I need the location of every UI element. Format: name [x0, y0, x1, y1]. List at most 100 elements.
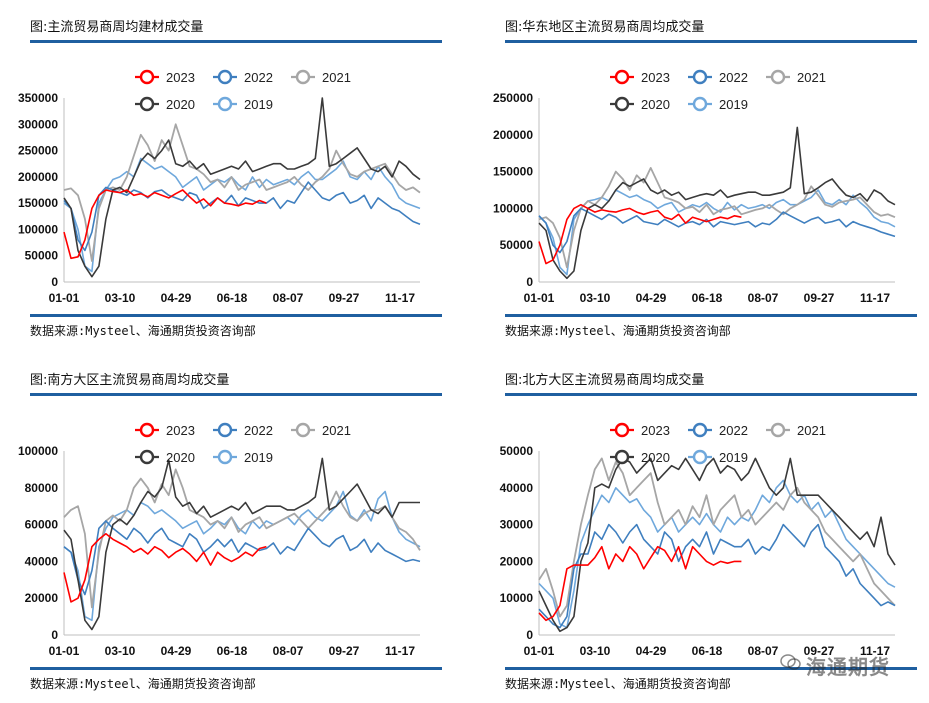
y-tick-label: 0 [51, 628, 58, 642]
series-line-2023 [538, 545, 742, 622]
x-tick-label: 08-07 [748, 291, 779, 305]
chart-panel-4: 图:北方大区主流贸易商周均成交量 0 10000 20000 30000 40000 50… [500, 353, 929, 703]
y-tick-label: 150000 [18, 196, 58, 210]
legend-label: 2023 [641, 70, 670, 85]
y-tick-label: 250000 [18, 144, 58, 158]
chart-svg: 0 10000 20000 30000 40000 50000 01-01 03-10 04-2… [500, 393, 917, 670]
x-tick-label: 01-01 [49, 291, 80, 305]
y-tick-label: 300000 [18, 117, 58, 131]
x-tick-label: 04-29 [161, 644, 192, 658]
legend-label: 2021 [797, 423, 826, 438]
x-tick-label: 11-17 [860, 644, 890, 658]
series-line-2020 [63, 457, 420, 631]
legend-item-2021: 2021 [291, 69, 351, 85]
x-tick-label: 03-10 [580, 291, 611, 305]
x-tick-label: 03-10 [105, 291, 136, 305]
legend-label: 2021 [797, 70, 826, 85]
title-rule [505, 393, 917, 396]
series-line-2022 [538, 207, 896, 254]
x-tick-label: 04-29 [636, 644, 667, 658]
y-tick-label: 0 [526, 275, 533, 289]
y-tick-label: 60000 [25, 518, 59, 532]
legend-item-2022: 2022 [213, 69, 273, 85]
chart-title: 图:主流贸易商周均建材成交量 [30, 20, 204, 35]
series-line-2020 [63, 97, 421, 278]
legend-label: 2022 [244, 423, 273, 438]
legend-item-2023: 2023 [610, 422, 670, 438]
series-line-2019 [63, 490, 421, 622]
title-rule [30, 40, 442, 43]
legend-item-2020: 2020 [135, 96, 195, 112]
legend-label: 2020 [166, 97, 195, 112]
series-line-2022 [63, 520, 421, 596]
legend-label: 2023 [641, 423, 670, 438]
chart-title: 图:南方大区主流贸易商周均成交量 [30, 373, 230, 388]
y-tick-label: 20000 [25, 591, 59, 605]
series-line-2021 [538, 457, 896, 618]
chart-svg: 0 50000 100000 150000 200000 250000 01-01 03-10… [493, 40, 917, 317]
y-tick-label: 250000 [493, 91, 533, 105]
y-tick-label: 350000 [18, 91, 58, 105]
series-line-2020 [538, 457, 896, 633]
legend-item-2019: 2019 [688, 96, 748, 112]
legend-item-2023: 2023 [610, 69, 670, 85]
y-tick-label: 0 [51, 275, 58, 289]
source-rule [505, 314, 917, 317]
legend-label: 2019 [244, 97, 273, 112]
x-tick-label: 03-10 [105, 644, 136, 658]
legend-item-2023: 2023 [135, 422, 195, 438]
x-tick-label: 11-17 [385, 291, 415, 305]
y-tick-label: 20000 [500, 554, 534, 568]
legend-label: 2022 [719, 70, 748, 85]
series-line-2019 [538, 189, 896, 276]
y-tick-label: 200000 [18, 170, 58, 184]
legend-label: 2022 [244, 70, 273, 85]
legend-item-2023: 2023 [135, 69, 195, 85]
x-tick-label: 04-29 [161, 291, 192, 305]
chart-svg: 0 20000 40000 60000 80000 100000 01-01 03-10 04-… [18, 393, 442, 670]
y-tick-label: 150000 [493, 165, 533, 179]
legend-item-2021: 2021 [291, 422, 351, 438]
x-tick-label: 09-27 [329, 644, 360, 658]
y-tick-label: 100000 [18, 444, 58, 458]
x-tick-label: 06-18 [692, 291, 723, 305]
series-line-2019 [63, 157, 421, 273]
x-tick-label: 01-01 [524, 644, 555, 658]
series-line-2020 [538, 126, 896, 280]
y-tick-label: 50000 [25, 249, 59, 263]
x-tick-label: 09-27 [804, 644, 835, 658]
chart-source: 数据来源:Mysteel、海通期货投资咨询部 [30, 677, 256, 691]
x-tick-label: 03-10 [580, 644, 611, 658]
x-tick-label: 04-29 [636, 291, 667, 305]
y-tick-label: 40000 [500, 481, 534, 495]
legend-label: 2019 [719, 97, 748, 112]
source-rule [505, 667, 917, 670]
series-line-2022 [538, 523, 896, 629]
legend-item-2019: 2019 [213, 449, 273, 465]
chart-source: 数据来源:Mysteel、海通期货投资咨询部 [505, 324, 731, 338]
y-tick-label: 10000 [500, 591, 534, 605]
chart-source: 数据来源:Mysteel、海通期货投资咨询部 [505, 677, 731, 691]
chart-panel-2: 图:华东地区主流贸易商周均成交量 0 50000 100000 150000 20000… [493, 0, 929, 350]
x-tick-label: 09-27 [804, 291, 835, 305]
legend-label: 2019 [244, 450, 273, 465]
legend-label: 2021 [322, 70, 351, 85]
y-tick-label: 50000 [500, 238, 534, 252]
legend-item-2020: 2020 [610, 449, 670, 465]
x-tick-label: 11-17 [860, 291, 890, 305]
x-tick-label: 11-17 [385, 644, 415, 658]
series-line-2023 [538, 203, 742, 265]
x-tick-label: 06-18 [692, 644, 723, 658]
x-tick-label: 06-18 [217, 291, 248, 305]
chart-source: 数据来源:Mysteel、海通期货投资咨询部 [30, 324, 256, 338]
chart-svg: 0 50000 100000 150000 200000 250000 300000 3500… [18, 40, 442, 317]
legend-item-2022: 2022 [688, 422, 748, 438]
x-tick-label: 01-01 [524, 291, 555, 305]
title-rule [505, 40, 917, 43]
legend-label: 2020 [641, 97, 670, 112]
legend-item-2022: 2022 [213, 422, 273, 438]
series-line-2023 [63, 533, 267, 603]
chart-panel-3: 图:南方大区主流贸易商周均成交量 0 20000 40000 60000 80000 10… [18, 353, 460, 703]
series-line-2023 [63, 189, 267, 260]
x-tick-label: 09-27 [329, 291, 360, 305]
